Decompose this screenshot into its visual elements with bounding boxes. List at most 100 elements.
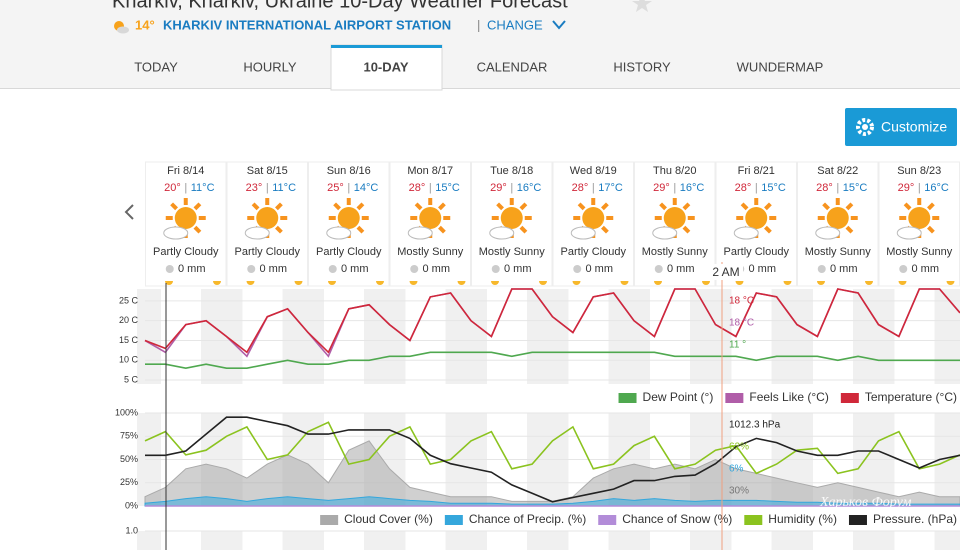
tab[interactable]: WUNDERMAP bbox=[737, 59, 824, 74]
day-high: 28° bbox=[816, 182, 833, 194]
legend-label[interactable]: Chance of Snow (%) bbox=[622, 512, 732, 526]
day-condition: Partly Cloudy bbox=[153, 246, 219, 258]
hover-label: 30% bbox=[729, 486, 749, 497]
tab[interactable]: HISTORY bbox=[613, 59, 671, 74]
legend-swatch[interactable] bbox=[598, 515, 616, 525]
night-band bbox=[137, 289, 161, 384]
legend-swatch[interactable] bbox=[725, 393, 743, 403]
day-sep: | bbox=[836, 182, 839, 194]
cloud bbox=[653, 227, 677, 239]
night-band bbox=[545, 531, 569, 550]
day-low: 15°C bbox=[761, 182, 786, 194]
legend-label[interactable]: Pressure. (hPa) bbox=[873, 512, 957, 526]
day-precip: 0 mm bbox=[423, 263, 451, 275]
legend-label[interactable]: Temperature (°C) bbox=[865, 390, 957, 404]
night-band bbox=[708, 289, 732, 384]
y-tick-label: 25 C bbox=[119, 295, 139, 305]
day-condition: Mostly Sunny bbox=[805, 246, 872, 258]
y-tick-label: 20 C bbox=[119, 315, 139, 325]
legend-label[interactable]: Chance of Precip. (%) bbox=[469, 512, 586, 526]
customize-button[interactable]: Customize bbox=[845, 108, 957, 146]
day-low: 16°C bbox=[924, 182, 949, 194]
day-condition: Mostly Sunny bbox=[479, 246, 546, 258]
day-condition: Partly Cloudy bbox=[724, 246, 790, 258]
legend-swatch[interactable] bbox=[320, 515, 338, 525]
night-band bbox=[219, 289, 243, 384]
night-band bbox=[219, 531, 243, 550]
legend-swatch[interactable] bbox=[744, 515, 762, 525]
night-band bbox=[935, 289, 960, 384]
tab[interactable]: CALENDAR bbox=[477, 59, 548, 74]
day-high: 29° bbox=[898, 182, 915, 194]
page-title: Kharkiv, Kharkiv, Ukraine 10-Day Weather… bbox=[112, 0, 568, 12]
legend-swatch[interactable] bbox=[619, 393, 637, 403]
sun bbox=[827, 207, 849, 229]
tab[interactable]: 10-DAY bbox=[363, 59, 408, 74]
day-high: 28° bbox=[409, 182, 426, 194]
legend-swatch[interactable] bbox=[445, 515, 463, 525]
y-tick-label: 10 C bbox=[119, 355, 139, 365]
night-band bbox=[463, 531, 487, 550]
legend-label[interactable]: Humidity (%) bbox=[768, 512, 837, 526]
day-sep: | bbox=[592, 182, 595, 194]
day-low: 16°C bbox=[517, 182, 542, 194]
day-condition: Partly Cloudy bbox=[316, 246, 382, 258]
tab[interactable]: HOURLY bbox=[243, 59, 297, 74]
night-band bbox=[300, 531, 324, 550]
day-low: 14°C bbox=[354, 182, 379, 194]
night-band bbox=[137, 531, 161, 550]
tab[interactable]: TODAY bbox=[134, 59, 178, 74]
day-sep: | bbox=[429, 182, 432, 194]
day-date: Wed 8/19 bbox=[570, 165, 617, 177]
day-condition: Partly Cloudy bbox=[561, 246, 627, 258]
drop-icon bbox=[492, 265, 500, 273]
legend-label[interactable]: Cloud Cover (%) bbox=[344, 512, 433, 526]
sun bbox=[664, 207, 686, 229]
y-tick-label: 0% bbox=[125, 500, 138, 510]
sun bbox=[745, 207, 767, 229]
hover-label: 62% bbox=[729, 442, 749, 453]
day-precip: 0 mm bbox=[178, 263, 206, 275]
legend-swatch[interactable] bbox=[849, 515, 867, 525]
station-name[interactable]: KHARKIV INTERNATIONAL AIRPORT STATION bbox=[163, 17, 451, 32]
day-high: 23° bbox=[246, 182, 263, 194]
night-band bbox=[545, 289, 569, 384]
day-sep: | bbox=[918, 182, 921, 194]
sun bbox=[501, 207, 523, 229]
drop-icon bbox=[899, 265, 907, 273]
drop-icon bbox=[410, 265, 418, 273]
sun bbox=[582, 207, 604, 229]
cloud bbox=[408, 227, 432, 239]
day-sep: | bbox=[510, 182, 513, 194]
customize-label[interactable]: Customize bbox=[881, 119, 947, 135]
day-low: 15°C bbox=[435, 182, 460, 194]
active-tab-bar[interactable] bbox=[331, 45, 442, 48]
cloud bbox=[327, 227, 351, 239]
cloud bbox=[734, 227, 758, 239]
day-sep: | bbox=[266, 182, 269, 194]
day-precip: 0 mm bbox=[749, 263, 777, 275]
legend-swatch[interactable] bbox=[841, 393, 859, 403]
day-date: Sun 8/23 bbox=[897, 165, 941, 177]
change-link[interactable]: CHANGE bbox=[487, 17, 543, 32]
legend-label[interactable]: Dew Point (°) bbox=[643, 390, 714, 404]
day-low: 16°C bbox=[680, 182, 705, 194]
drop-icon bbox=[166, 265, 174, 273]
day-date: Sun 8/16 bbox=[327, 165, 371, 177]
header-bg bbox=[0, 0, 960, 88]
day-date: Fri 8/14 bbox=[167, 165, 204, 177]
day-high: 29° bbox=[490, 182, 507, 194]
day-precip: 0 mm bbox=[830, 263, 858, 275]
day-date: Tue 8/18 bbox=[490, 165, 533, 177]
y-tick-label: 50% bbox=[120, 454, 138, 464]
y-tick-label: 1.0 bbox=[125, 525, 138, 535]
drop-icon bbox=[247, 265, 255, 273]
legend-label[interactable]: Feels Like (°C) bbox=[749, 390, 828, 404]
cloud bbox=[816, 227, 840, 239]
sun bbox=[256, 207, 278, 229]
day-condition: Mostly Sunny bbox=[886, 246, 953, 258]
night-band bbox=[626, 289, 650, 384]
day-sep: | bbox=[755, 182, 758, 194]
prev-arrow[interactable] bbox=[126, 205, 133, 219]
day-low: 15°C bbox=[843, 182, 868, 194]
